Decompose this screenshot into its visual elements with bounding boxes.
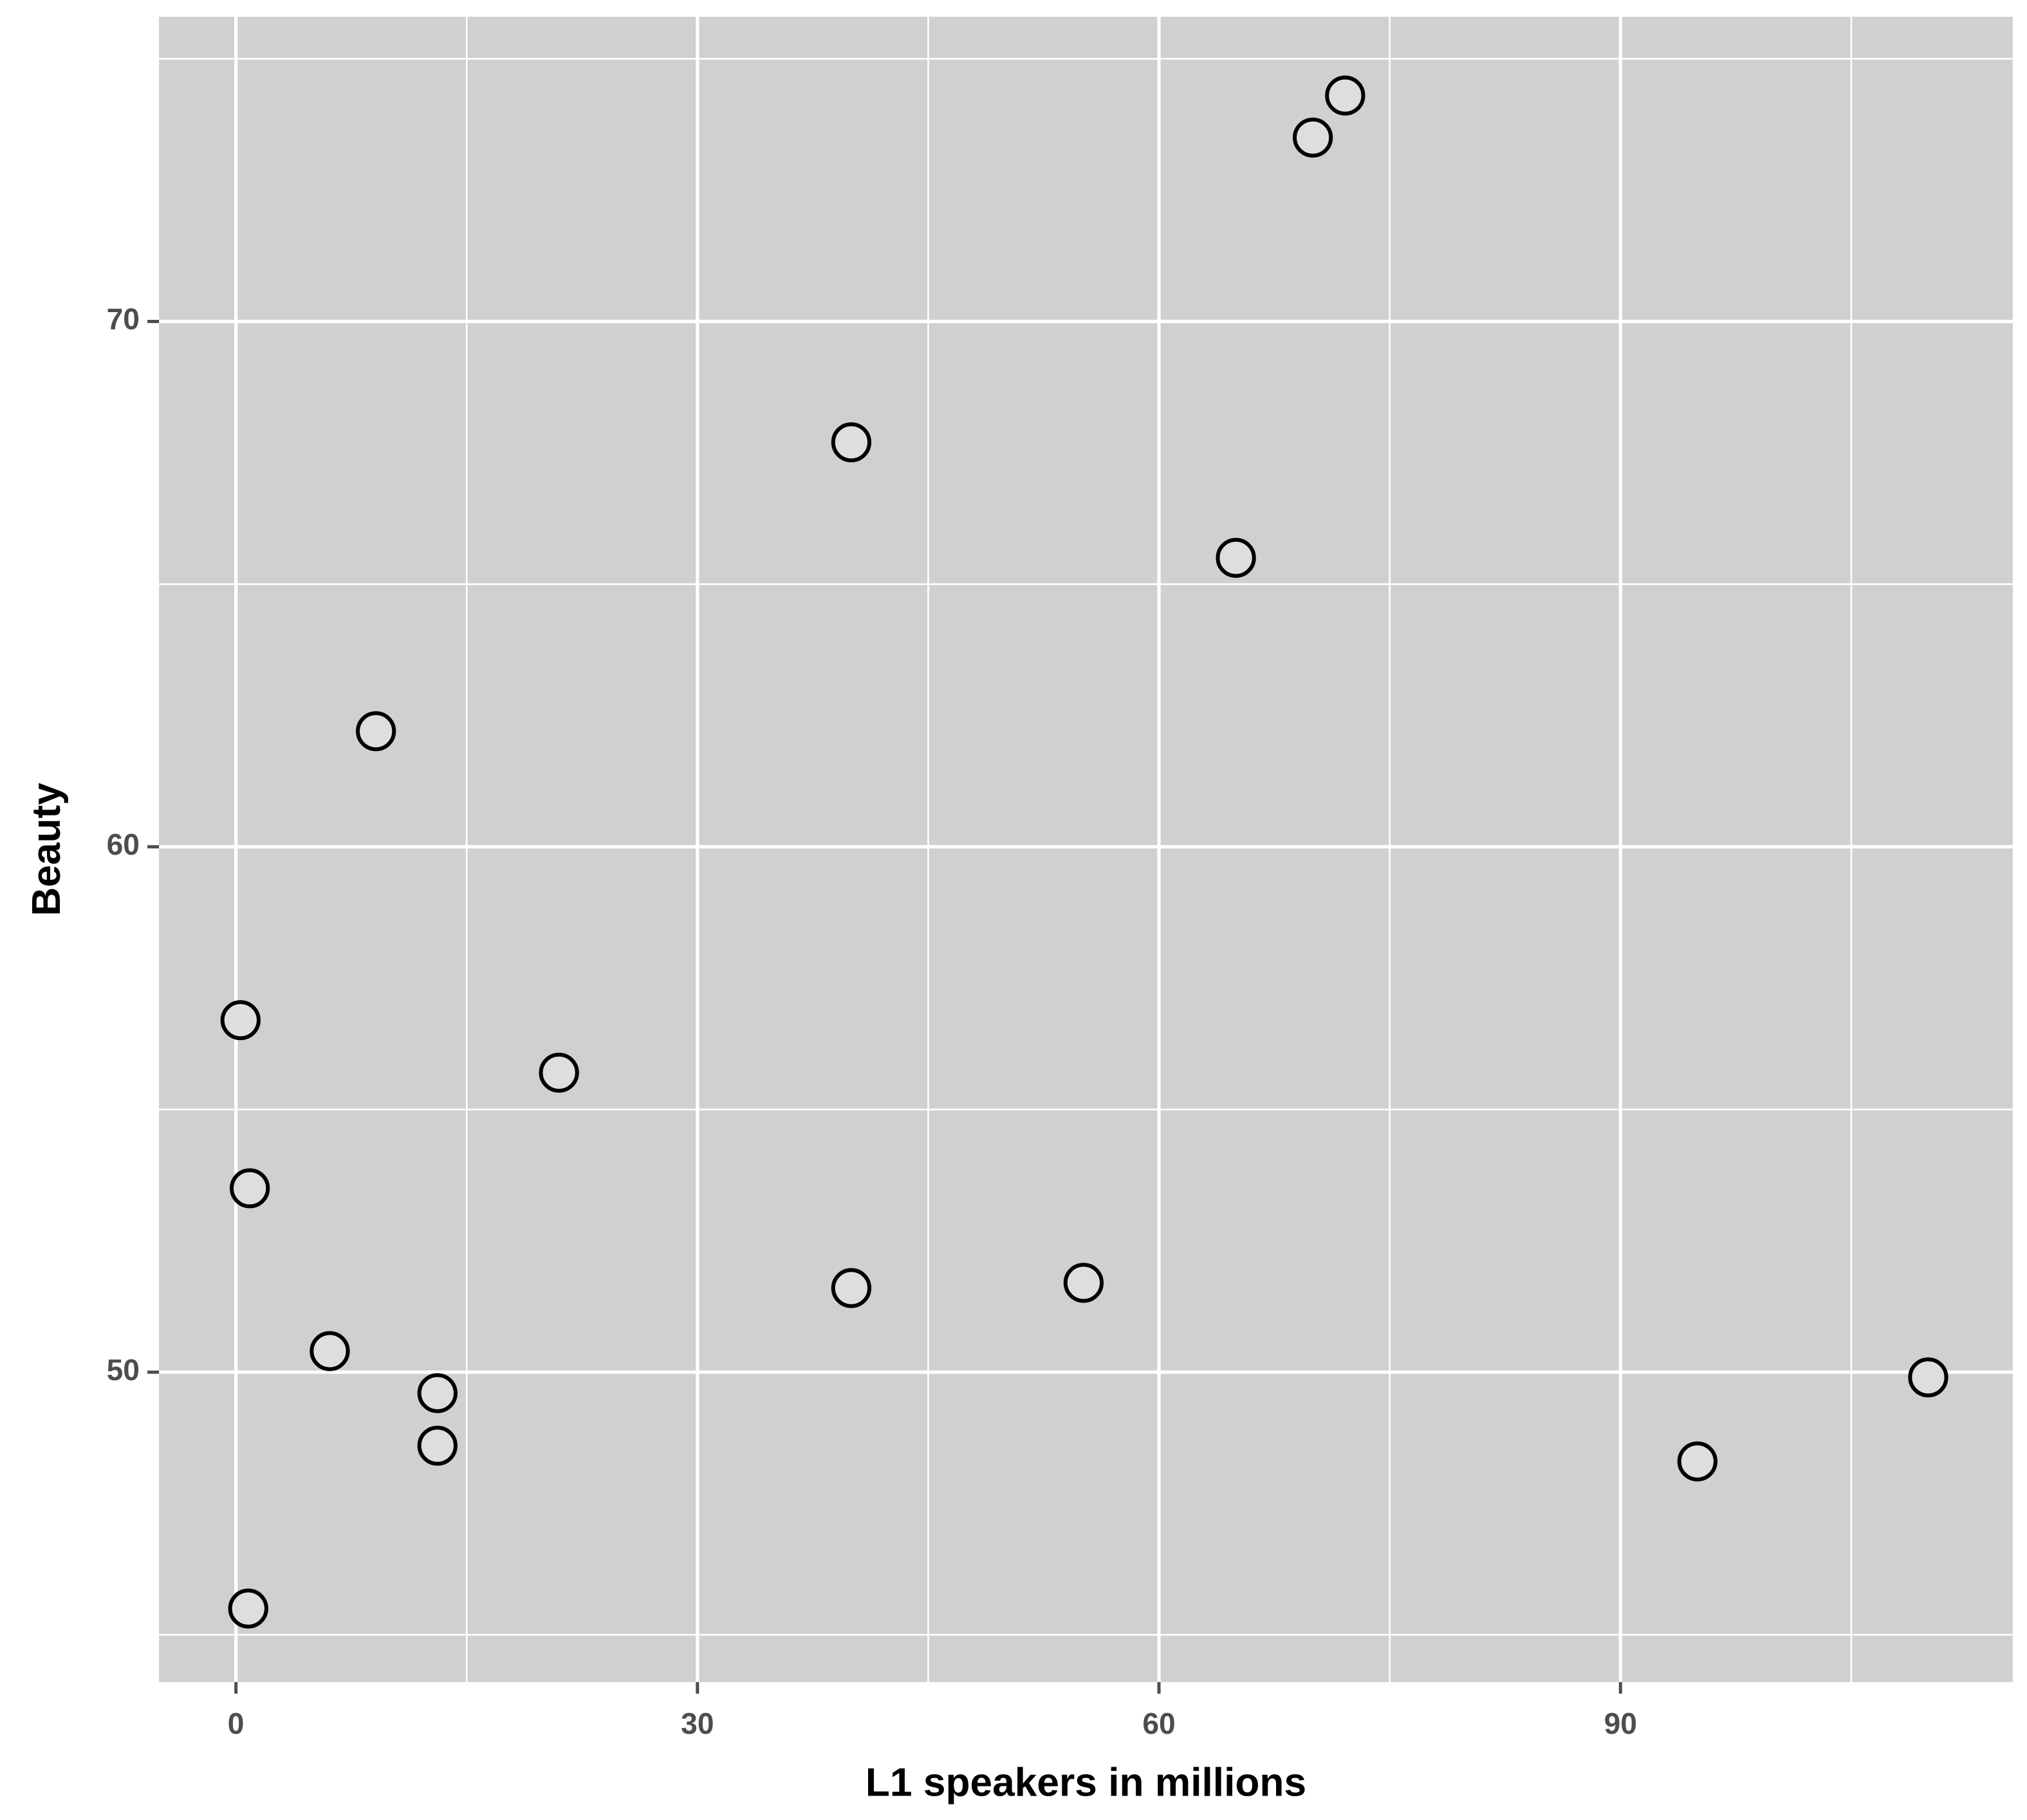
point xyxy=(1292,117,1333,158)
point xyxy=(1325,75,1365,116)
x-axis-title: L1 speakers in millions xyxy=(865,1760,1306,1805)
point xyxy=(831,422,872,463)
y-tick-label: 70 xyxy=(107,302,140,336)
point xyxy=(356,711,396,752)
point xyxy=(1677,1441,1717,1481)
x-tick-label: 90 xyxy=(1604,1707,1637,1740)
point xyxy=(230,1168,270,1209)
y-tick-label: 60 xyxy=(107,828,140,861)
grid xyxy=(159,17,2013,1682)
y-axis-title: Beauty xyxy=(24,783,69,916)
point xyxy=(1908,1357,1948,1398)
points xyxy=(220,75,1948,1629)
point xyxy=(417,1425,458,1466)
point xyxy=(417,1373,458,1413)
point xyxy=(539,1052,579,1093)
point xyxy=(1216,537,1256,578)
point xyxy=(1063,1263,1104,1303)
y-tick-label: 50 xyxy=(107,1353,140,1386)
point xyxy=(220,1000,261,1041)
x-tick-label: 0 xyxy=(228,1707,245,1740)
x-tick-label: 60 xyxy=(1142,1707,1175,1740)
x-tick-label: 30 xyxy=(681,1707,714,1740)
point xyxy=(310,1331,350,1371)
panel-background xyxy=(159,17,2013,1682)
axes: 0 30 60 90 50 60 70 xyxy=(107,302,1637,1740)
point xyxy=(831,1268,872,1308)
point xyxy=(228,1588,268,1629)
